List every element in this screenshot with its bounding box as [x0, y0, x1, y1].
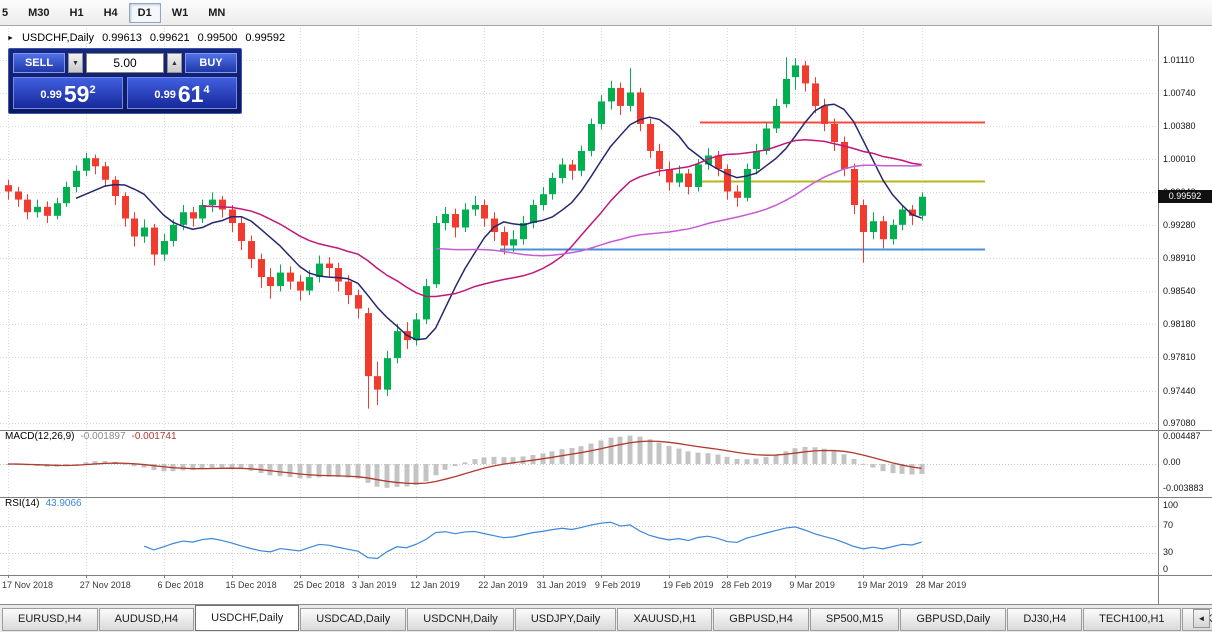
one-click-trading-panel: SELL ▼ 5.00 ▲ BUY 0.99 59 2 0.99 61 4 — [8, 48, 242, 114]
ohlc-close-value: 0.99592 — [245, 32, 286, 44]
ask-price-display[interactable]: 0.99 61 4 — [127, 77, 237, 109]
price-chart-canvas[interactable] — [0, 26, 1212, 604]
chart-marker-icon: ► — [7, 35, 14, 42]
timeframe-button-d1[interactable]: D1 — [128, 2, 161, 23]
buy-button[interactable]: BUY — [185, 53, 237, 73]
bid-price-display[interactable]: 0.99 59 2 — [13, 77, 123, 109]
macd-main-value: -0.001897 — [80, 431, 126, 442]
chart-tab-sp500-m15[interactable]: SP500,M15 — [809, 608, 900, 631]
chart-tab-audusd-h4[interactable]: AUDUSD,H4 — [98, 608, 195, 631]
chart-tab-eurusd-h4[interactable]: EURUSD,H4 — [2, 608, 98, 631]
bid-pip-superscript: 2 — [89, 84, 96, 96]
rsi-value: 43.9066 — [45, 498, 82, 509]
ohlc-high-value: 0.99621 — [149, 32, 190, 44]
chart-tab-usdjpy-daily[interactable]: USDJPY,Daily — [514, 608, 617, 631]
ask-prefix: 0.99 — [154, 89, 176, 101]
chart-tab-xauusd-h1[interactable]: XAUUSD,H1 — [617, 608, 713, 631]
chart-header: ► USDCHF,Daily 0.99613 0.99621 0.99500 0… — [7, 32, 285, 44]
bid-prefix: 0.99 — [40, 89, 62, 101]
chart-tab-usdcnh-daily[interactable]: USDCNH,Daily — [407, 608, 514, 631]
timeframe-button-h1[interactable]: H1 — [61, 3, 93, 23]
timeframe-button-5[interactable]: 5 — [0, 3, 17, 23]
timeframe-button-m30[interactable]: M30 — [19, 3, 58, 23]
ask-pip-superscript: 4 — [203, 84, 210, 96]
chart-tab-dj30-h4[interactable]: DJ30,H4 — [1007, 608, 1083, 631]
rsi-indicator-label: RSI(14) 43.9066 — [5, 498, 82, 509]
trade-controls-row: SELL ▼ 5.00 ▲ BUY — [13, 53, 237, 73]
current-price-badge: 0.99592 — [1158, 190, 1212, 203]
volume-up-button[interactable]: ▲ — [167, 53, 182, 73]
rsi-name: RSI(14) — [5, 498, 40, 509]
chart-tab-usdchf-daily[interactable]: USDCHF,Daily — [195, 605, 300, 631]
sell-button[interactable]: SELL — [13, 53, 65, 73]
chart-tab-gbpusd-h4[interactable]: GBPUSD,H4 — [713, 608, 809, 631]
macd-name: MACD(12,26,9) — [5, 431, 75, 442]
volume-down-button[interactable]: ▼ — [68, 53, 83, 73]
chart-tab-usdcad-daily[interactable]: USDCAD,Daily — [300, 608, 407, 631]
timeframe-button-h4[interactable]: H4 — [95, 3, 127, 23]
macd-indicator-label: MACD(12,26,9) -0.001897 -0.001741 — [5, 431, 177, 442]
ask-big-digits: 61 — [177, 81, 204, 107]
volume-input[interactable]: 5.00 — [86, 53, 164, 73]
ohlc-low-value: 0.99500 — [197, 32, 238, 44]
macd-signal-value: -0.001741 — [131, 431, 177, 442]
chart-tabs-bar: EURUSD,H4 AUDUSD,H4 USDCHF,Daily USDCAD,Dai… — [0, 604, 1212, 632]
chart-tab-tech100-h1[interactable]: TECH100,H1 — [1083, 608, 1181, 631]
tab-scroll-left-button[interactable]: ◄ — [1193, 609, 1210, 628]
timeframe-button-w1[interactable]: W1 — [163, 3, 198, 23]
ohlc-open-value: 0.99613 — [102, 32, 142, 44]
chart-tabs: EURUSD,H4 AUDUSD,H4 USDCHF,Daily USDCAD,Dai… — [2, 605, 1212, 631]
bid-ask-row: 0.99 59 2 0.99 61 4 — [13, 77, 237, 109]
chart-symbol-label: USDCHF,Daily — [21, 32, 95, 44]
bid-big-digits: 59 — [63, 81, 90, 107]
timeframe-button-mn[interactable]: MN — [199, 3, 234, 23]
timeframe-toolbar: 5 M30 H1 H4 D1 W1 MN — [0, 0, 1212, 26]
chart-tab-gbpusd-daily[interactable]: GBPUSD,Daily — [900, 608, 1007, 631]
